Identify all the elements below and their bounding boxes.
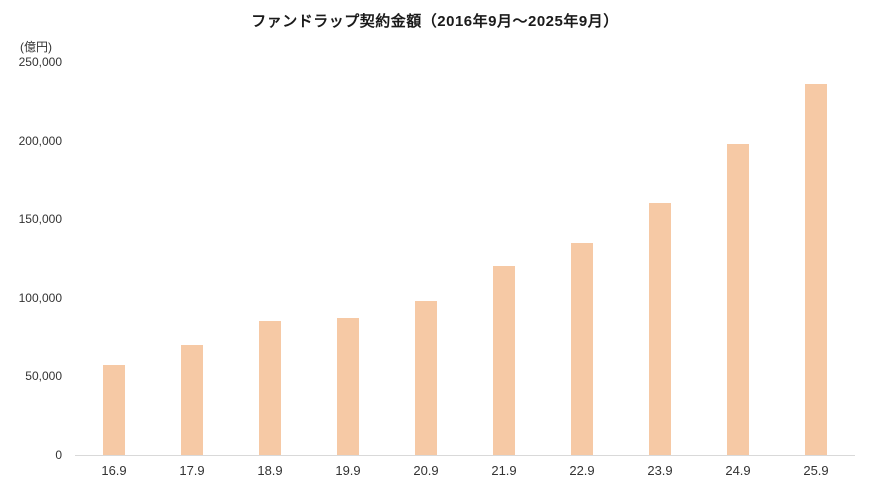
- bar-slot: [699, 62, 777, 455]
- x-tick-label: 18.9: [257, 463, 283, 478]
- y-tick-label: 0: [55, 448, 62, 462]
- bar: [415, 300, 437, 455]
- y-axis-ticks: 0 50,000 100,000 150,000 200,000 250,000: [0, 55, 62, 462]
- y-tick-label: 150,000: [18, 212, 62, 227]
- bar-slot: [777, 62, 855, 455]
- bar-slot: [465, 62, 543, 455]
- bar: [493, 266, 515, 455]
- bar: [259, 321, 281, 455]
- y-axis-unit-label: (億円): [20, 40, 52, 54]
- bar: [337, 318, 359, 455]
- plot-area: [75, 62, 855, 456]
- bar-slot: [387, 62, 465, 455]
- bar-slot: [231, 62, 309, 455]
- y-tick-label: 200,000: [18, 133, 62, 148]
- x-tick-label: 23.9: [647, 463, 673, 478]
- bar: [649, 203, 671, 455]
- bar: [181, 344, 203, 455]
- x-tick-label: 21.9: [491, 463, 517, 478]
- x-tick-label: 20.9: [413, 463, 439, 478]
- bar: [571, 242, 593, 455]
- y-tick-label: 50,000: [25, 369, 62, 384]
- x-axis-labels: 16.9 17.9 18.9 19.9 20.9 21.9 22.9 23.9 24.9 25.9: [75, 463, 855, 478]
- bar: [103, 365, 125, 455]
- x-tick-label: 22.9: [569, 463, 595, 478]
- bar-slot: [309, 62, 387, 455]
- y-tick-label: 100,000: [18, 290, 62, 305]
- bar-slot: [153, 62, 231, 455]
- bar-slot: [543, 62, 621, 455]
- bar: [727, 143, 749, 455]
- bar-slot: [621, 62, 699, 455]
- y-tick-label: 250,000: [18, 55, 62, 69]
- bar-slot: [75, 62, 153, 455]
- bar: [805, 84, 827, 455]
- x-tick-label: 17.9: [179, 463, 205, 478]
- x-tick-label: 25.9: [803, 463, 829, 478]
- x-tick-label: 16.9: [101, 463, 127, 478]
- chart-title: ファンドラップ契約金額（2016年9月～2025年9月）: [251, 13, 619, 30]
- x-tick-label: 19.9: [335, 463, 361, 478]
- x-tick-label: 24.9: [725, 463, 751, 478]
